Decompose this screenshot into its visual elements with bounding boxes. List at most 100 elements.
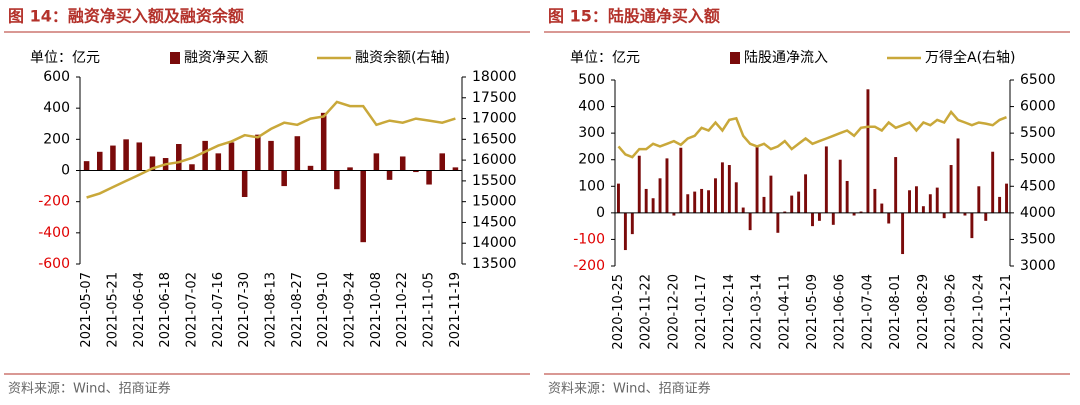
y2-tick-label: 6500 — [1020, 72, 1056, 88]
x-tick-label: 2021-01-17 — [694, 274, 709, 350]
x-tick-label: 2021-10-24 — [971, 274, 986, 350]
bar — [741, 207, 745, 213]
y2-tick-label: 16500 — [472, 131, 517, 147]
y2-tick-label: 13500 — [472, 256, 517, 272]
bar — [334, 170, 340, 190]
bar — [439, 153, 446, 171]
bar — [294, 136, 301, 171]
x-tick-label: 2021-11-19 — [448, 272, 463, 348]
y-tick-label: 200 — [43, 131, 70, 147]
y2-tick-label: 5500 — [1020, 125, 1056, 141]
x-tick-label: 2021-04-11 — [777, 274, 792, 350]
y-tick-label: 300 — [578, 125, 605, 141]
legend-swatch — [730, 52, 740, 64]
bar — [347, 167, 353, 171]
bar — [852, 212, 856, 216]
bar — [96, 151, 103, 171]
y-tick-label: 0 — [596, 205, 605, 221]
legend-label: 陆股通净流入 — [744, 50, 828, 66]
x-tick-label: 2021-05-07 — [79, 272, 94, 348]
y2-tick-label: 17500 — [472, 90, 517, 106]
bar — [720, 162, 724, 213]
bar — [998, 196, 1002, 213]
bar — [797, 191, 801, 213]
x-tick-label: 2021-10-08 — [369, 272, 384, 348]
y2-tick-label: 4500 — [1020, 178, 1056, 194]
x-tick-label: 2021-03-14 — [750, 274, 765, 350]
bar — [873, 188, 877, 213]
bar — [658, 178, 662, 213]
x-tick-label: 2021-05-09 — [805, 274, 820, 350]
bar — [700, 188, 704, 213]
bar — [630, 212, 634, 235]
bar — [824, 146, 828, 213]
bar — [617, 183, 620, 213]
bar — [686, 194, 690, 213]
bar — [644, 188, 648, 213]
bar — [399, 156, 406, 171]
x-tick-label: 2021-11-21 — [999, 274, 1014, 350]
unit-label: 单位：亿元 — [30, 50, 100, 66]
legend-label: 万得全A(右轴) — [925, 49, 1016, 66]
source-note: 资料来源：Wind、招商证券 — [548, 381, 711, 397]
bar — [928, 194, 932, 213]
y2-tick-label: 18000 — [472, 69, 517, 85]
bar — [991, 151, 995, 213]
bar — [921, 206, 925, 213]
x-tick-label: 2021-07-02 — [184, 272, 199, 348]
bar — [811, 212, 814, 227]
unit-label: 单位：亿元 — [570, 50, 640, 66]
bar — [651, 198, 655, 213]
bar — [977, 186, 981, 213]
y-tick-label: -400 — [38, 225, 70, 241]
bar — [838, 159, 842, 213]
bar — [623, 212, 627, 251]
y2-tick-label: 3000 — [1020, 258, 1056, 274]
bar — [901, 212, 905, 255]
bar — [970, 212, 974, 239]
bar — [790, 195, 794, 213]
bar — [665, 158, 669, 213]
legend-swatch — [170, 52, 180, 64]
x-tick-label: 2021-09-26 — [944, 274, 959, 350]
x-tick-label: 2021-08-29 — [916, 274, 931, 350]
bar — [831, 212, 835, 225]
bar — [202, 140, 208, 171]
y-tick-label: 400 — [578, 99, 605, 115]
bar — [949, 165, 953, 213]
y-tick-label: -100 — [573, 231, 605, 247]
bar — [693, 191, 697, 213]
bar — [149, 156, 156, 171]
legend-label: 融资净买入额 — [184, 50, 268, 66]
bar — [83, 161, 90, 171]
bar — [1005, 183, 1008, 213]
x-tick-label: 2021-07-16 — [211, 272, 226, 348]
bar — [281, 170, 287, 187]
bar — [189, 164, 195, 171]
bar — [268, 140, 274, 171]
y2-tick-label: 4000 — [1020, 205, 1056, 221]
bar — [360, 170, 366, 243]
bar — [817, 212, 821, 221]
bar — [935, 187, 939, 213]
bar — [887, 212, 891, 224]
bar — [413, 170, 419, 173]
y-tick-label: 400 — [43, 100, 70, 116]
bar — [908, 190, 911, 213]
x-tick-label: 2021-05-21 — [105, 272, 120, 348]
y-tick-label: -200 — [573, 258, 605, 274]
x-tick-label: 2020-11-22 — [639, 274, 654, 350]
bar — [859, 211, 863, 213]
x-tick-label: 2021-10-22 — [395, 272, 410, 348]
legend-label: 融资余额(右轴) — [355, 49, 450, 66]
x-tick-label: 2021-09-24 — [343, 272, 358, 348]
bar — [136, 142, 143, 171]
bar — [748, 212, 752, 231]
bar — [386, 170, 393, 180]
bar — [804, 174, 808, 213]
x-tick-label: 2021-06-06 — [833, 274, 848, 350]
bar — [914, 186, 918, 213]
line-series — [617, 109, 1007, 159]
x-tick-label: 2021-08-13 — [264, 272, 279, 348]
